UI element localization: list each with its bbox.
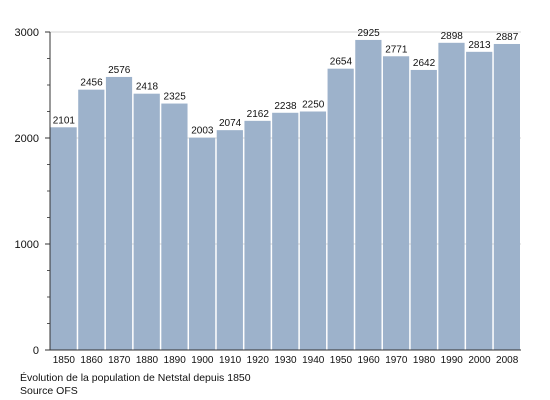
x-tick-label: 1950 <box>330 355 353 366</box>
bar <box>327 68 354 351</box>
data-label: 2003 <box>191 126 214 137</box>
data-label: 2771 <box>385 44 408 55</box>
data-label: 2250 <box>302 100 325 111</box>
chart-caption: Évolution de la population de Netstal de… <box>20 372 251 384</box>
data-label: 2074 <box>219 118 242 129</box>
bar <box>299 111 327 350</box>
x-tick-label: 1980 <box>413 355 436 366</box>
x-tick-label: 2008 <box>496 355 519 366</box>
x-tick-label: 1870 <box>108 355 131 366</box>
bars <box>50 39 520 351</box>
bar <box>216 130 243 350</box>
bar <box>466 51 493 351</box>
x-tick-label: 1990 <box>441 355 464 366</box>
x-tick-label: 1860 <box>80 355 103 366</box>
data-label: 2813 <box>468 40 491 51</box>
bar <box>410 69 437 350</box>
bar <box>105 76 133 350</box>
bar <box>493 43 520 351</box>
x-tick-label: 1920 <box>247 355 270 366</box>
data-label: 2642 <box>413 58 436 69</box>
x-tick-label: 1940 <box>302 355 325 366</box>
axes: 0 1000 2000 3000 1850 1860 1870 1880 1890 1900 191… <box>15 27 521 366</box>
y-tick-label: 1000 <box>15 239 39 251</box>
x-tick-label: 1850 <box>53 355 76 366</box>
data-label: 2456 <box>80 78 103 89</box>
bar <box>244 120 271 350</box>
bar <box>382 56 410 351</box>
x-tick-label: 1960 <box>357 355 380 366</box>
y-tick-label: 2000 <box>15 133 39 145</box>
x-tick-label: 1880 <box>136 355 159 366</box>
data-label: 2898 <box>441 31 464 42</box>
bar <box>438 42 465 350</box>
data-label: 2925 <box>357 28 380 39</box>
x-tick-label: 2000 <box>468 355 491 366</box>
x-tick-label: 1900 <box>191 355 214 366</box>
bar <box>161 103 188 350</box>
x-tick-label: 1910 <box>219 355 242 366</box>
bar <box>355 39 382 350</box>
data-label: 2325 <box>164 92 187 103</box>
bar <box>272 112 299 350</box>
x-tick-label: 1930 <box>274 355 297 366</box>
x-tick-label: 1890 <box>164 355 187 366</box>
bar <box>78 89 105 350</box>
x-tick-label: 1970 <box>385 355 408 366</box>
data-label: 2887 <box>496 32 519 43</box>
data-labels: 2101 2456 2576 2418 2325 2003 2074 2162 2238 2250… <box>53 28 519 137</box>
data-label: 2654 <box>330 57 353 68</box>
data-label: 2238 <box>274 101 297 112</box>
bar <box>133 93 160 350</box>
data-label: 2418 <box>136 82 159 93</box>
data-label: 2162 <box>247 109 270 120</box>
source-note: Source OFS <box>20 385 78 397</box>
y-tick-label: 3000 <box>15 27 39 39</box>
y-tick-label: 0 <box>33 345 39 357</box>
bar <box>50 127 77 350</box>
data-label: 2576 <box>108 65 131 76</box>
bar <box>189 137 216 350</box>
data-label: 2101 <box>53 115 76 126</box>
